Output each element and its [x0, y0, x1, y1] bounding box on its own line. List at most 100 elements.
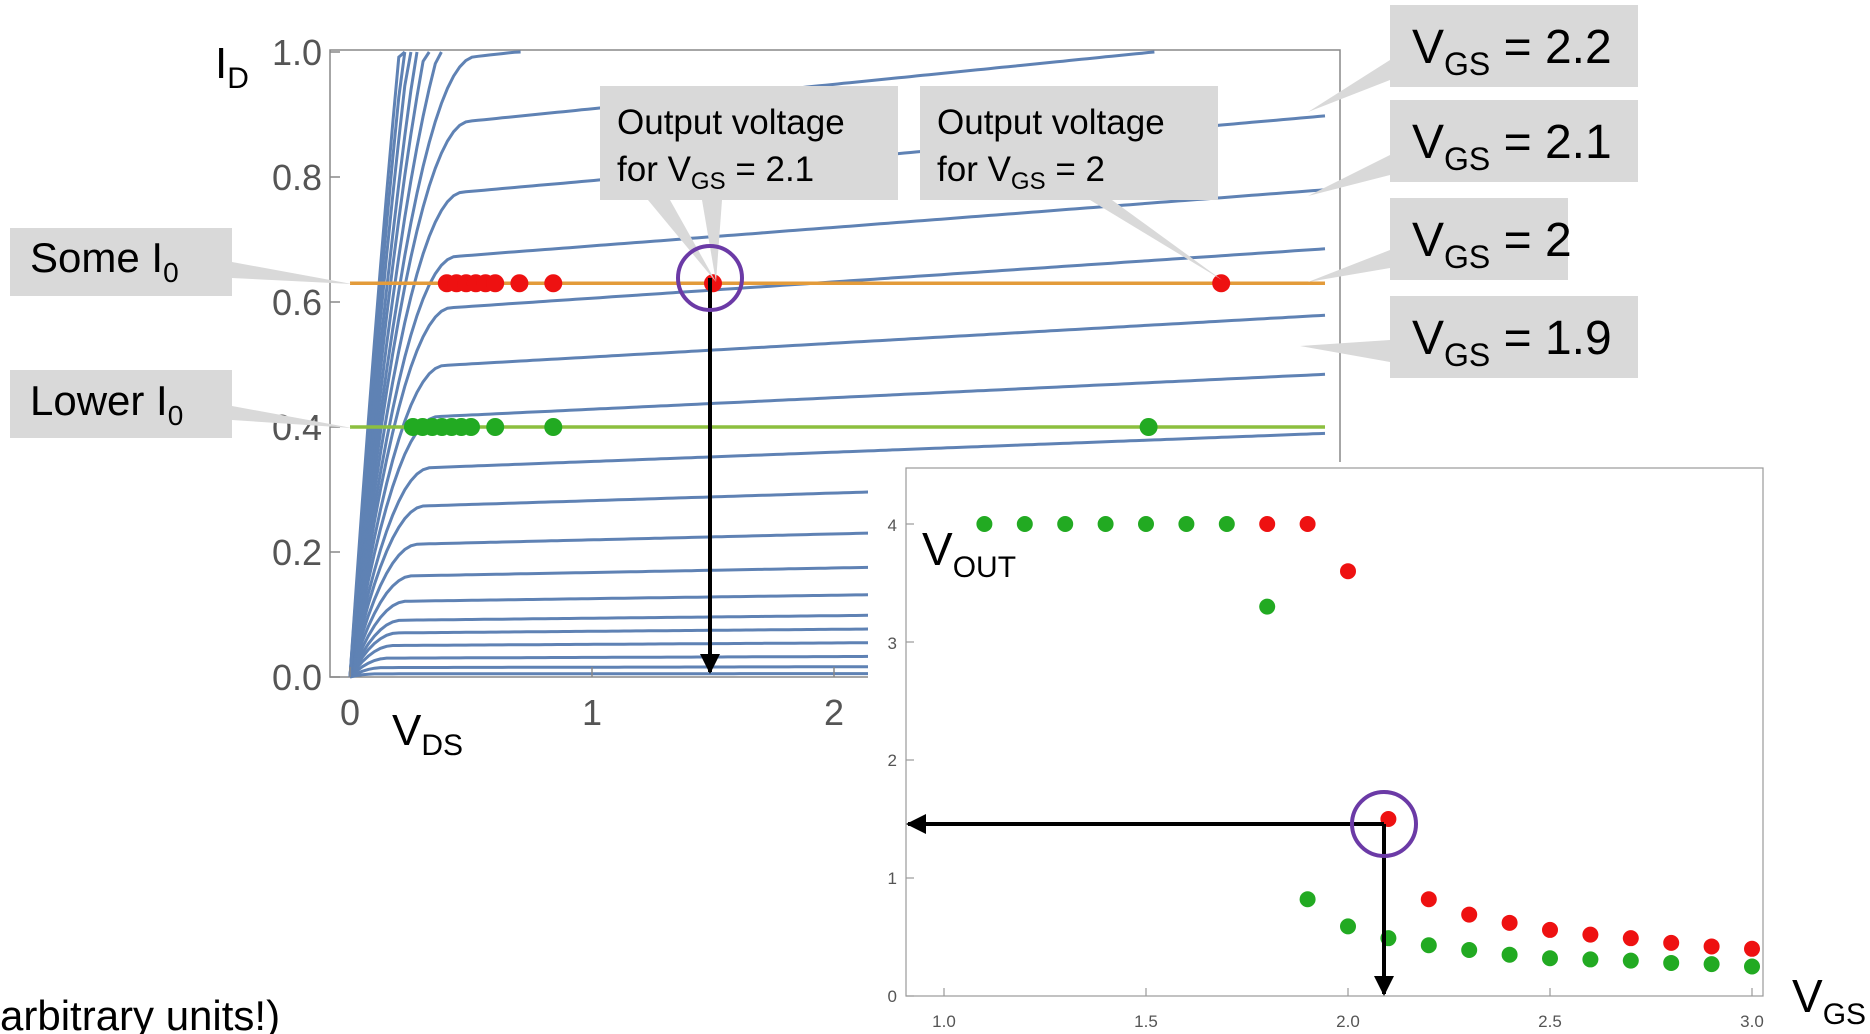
red-vout-point-5: [1461, 906, 1478, 923]
green-vout-point-2: [1057, 516, 1074, 532]
green-vout-point-17: [1663, 954, 1680, 971]
green-point-7: [486, 418, 505, 436]
green-vout-point-4: [1138, 516, 1154, 532]
vgs19-label: VGS = 1.9: [1412, 312, 1612, 373]
red-vout-point-1: [1299, 516, 1316, 532]
out2-box: [920, 86, 1218, 200]
out2-line2: for VGS = 2: [937, 150, 1105, 195]
vgs2-box: [1390, 198, 1568, 280]
inset-ytick-4: 4: [888, 516, 897, 535]
green-vout-point-3: [1097, 516, 1114, 532]
red-vout-point-2: [1340, 563, 1356, 580]
main-ticks: [330, 51, 835, 678]
green-vout-point-6: [1218, 516, 1235, 532]
inset-xtick-2: 2.0: [1336, 1012, 1360, 1031]
red-vout-point-10: [1663, 934, 1680, 951]
red-vout-point-6: [1501, 914, 1518, 931]
vgs21-pointer: [1308, 155, 1390, 196]
id-vds-curve-12: [348, 313, 1326, 678]
some-i0-label: Some I0: [30, 234, 179, 288]
main-ytick-2: 0.4: [272, 407, 322, 448]
green-vout-point-5: [1178, 516, 1195, 532]
main-highlight-circle: [676, 244, 744, 312]
green-vout-point-0: [976, 516, 993, 532]
vgs2-label: VGS = 2: [1412, 214, 1572, 275]
red-vout-point-0: [1259, 516, 1276, 532]
green-vout-point-13: [1501, 946, 1518, 963]
main-ytick-4: 0.8: [272, 157, 322, 198]
green-vout-point-9: [1340, 918, 1356, 935]
main-ylabel: ID: [215, 39, 249, 95]
red-point-6: [510, 274, 529, 293]
id-vds-curve-17: [348, 50, 521, 678]
main-ytick-3: 0.6: [272, 282, 322, 323]
vgs2-pointer: [1308, 250, 1390, 282]
vgs19-box: [1390, 296, 1638, 378]
some-i0-box: [10, 228, 232, 296]
inset-xtick-0: 1.0: [932, 1012, 956, 1031]
inset-plot-frame: [905, 467, 1764, 997]
green-vout-point-16: [1622, 952, 1639, 969]
inset-ytick-2: 2: [888, 751, 897, 770]
green-vout-point-19: [1744, 958, 1760, 975]
main-xtick-2: 2: [824, 692, 844, 733]
red-vout-point-3: [1380, 811, 1397, 827]
inset-chart: 0 1 2 3 4 1.0 1.5 2.0 2.5 3.0 VOUT VGS: [868, 462, 1868, 1034]
out21-line2: for VGS = 2.1: [617, 150, 814, 195]
main-points: [403, 274, 1231, 436]
main-ytick-1: 0.2: [272, 532, 322, 573]
red-vout-point-4: [1420, 891, 1437, 908]
green-point-9: [1139, 418, 1158, 436]
red-vout-point-12: [1744, 940, 1760, 957]
footnote: arbitrary units!): [0, 992, 280, 1034]
id-vds-curve-11: [348, 372, 1326, 678]
vgs22-pointer: [1308, 60, 1390, 112]
inset-background: [868, 462, 1868, 1034]
vgs19-pointer: [1300, 340, 1390, 362]
main-xtick-1: 1: [582, 692, 602, 733]
vgs22-box: [1390, 5, 1638, 87]
inset-xtick-3: 2.5: [1538, 1012, 1562, 1031]
main-plot-frame: [329, 49, 1341, 678]
red-point-7: [544, 274, 563, 293]
inset-ytick-1: 1: [888, 869, 897, 888]
main-xlabel: VDS: [392, 706, 463, 762]
green-vout-point-12: [1461, 941, 1478, 958]
id-vds-curve-23: [348, 50, 406, 678]
main-ytick-0: 0.0: [272, 657, 322, 698]
lower-i0-box: [10, 370, 232, 438]
green-vout-point-1: [1016, 516, 1033, 532]
out21-pointer-right: [702, 200, 722, 282]
some-i0-pointer: [232, 262, 352, 284]
green-vout-point-14: [1542, 950, 1558, 967]
inset-xtick-1: 1.5: [1134, 1012, 1158, 1031]
id-vds-curve-14: [348, 188, 1326, 678]
out21-box: [600, 86, 898, 200]
inset-highlight-circle: [1350, 790, 1418, 858]
out2-line1: Output voltage: [937, 103, 1165, 142]
inset-xlabel: VGS: [1792, 970, 1866, 1031]
green-vout-point-8: [1299, 891, 1316, 908]
lower-i0-pointer: [232, 406, 352, 428]
green-vout-point-15: [1582, 951, 1599, 968]
inset-xtick-4: 3.0: [1740, 1012, 1764, 1031]
green-vout-point-18: [1703, 956, 1720, 973]
id-vds-curve-10: [348, 431, 1326, 678]
inset-ytick-0: 0: [888, 987, 897, 1006]
out2-pointer: [1090, 200, 1222, 280]
inset-ytick-3: 3: [888, 634, 897, 653]
vgs22-label: VGS = 2.2: [1412, 21, 1612, 82]
green-vout-point-11: [1420, 937, 1437, 954]
inset-points: [976, 516, 1760, 975]
lower-i0-label: Lower I0: [30, 377, 183, 431]
red-vout-point-8: [1582, 926, 1599, 943]
out21-line1: Output voltage: [617, 103, 845, 142]
red-point-5: [486, 274, 505, 293]
inset-ticks: [906, 523, 1753, 997]
callouts: Some I0 Lower I0 Output voltage for VGS …: [10, 5, 1638, 438]
green-vout-point-7: [1259, 598, 1276, 615]
red-point-9: [1212, 274, 1231, 293]
green-point-6: [462, 418, 480, 436]
red-vout-point-7: [1542, 921, 1558, 938]
